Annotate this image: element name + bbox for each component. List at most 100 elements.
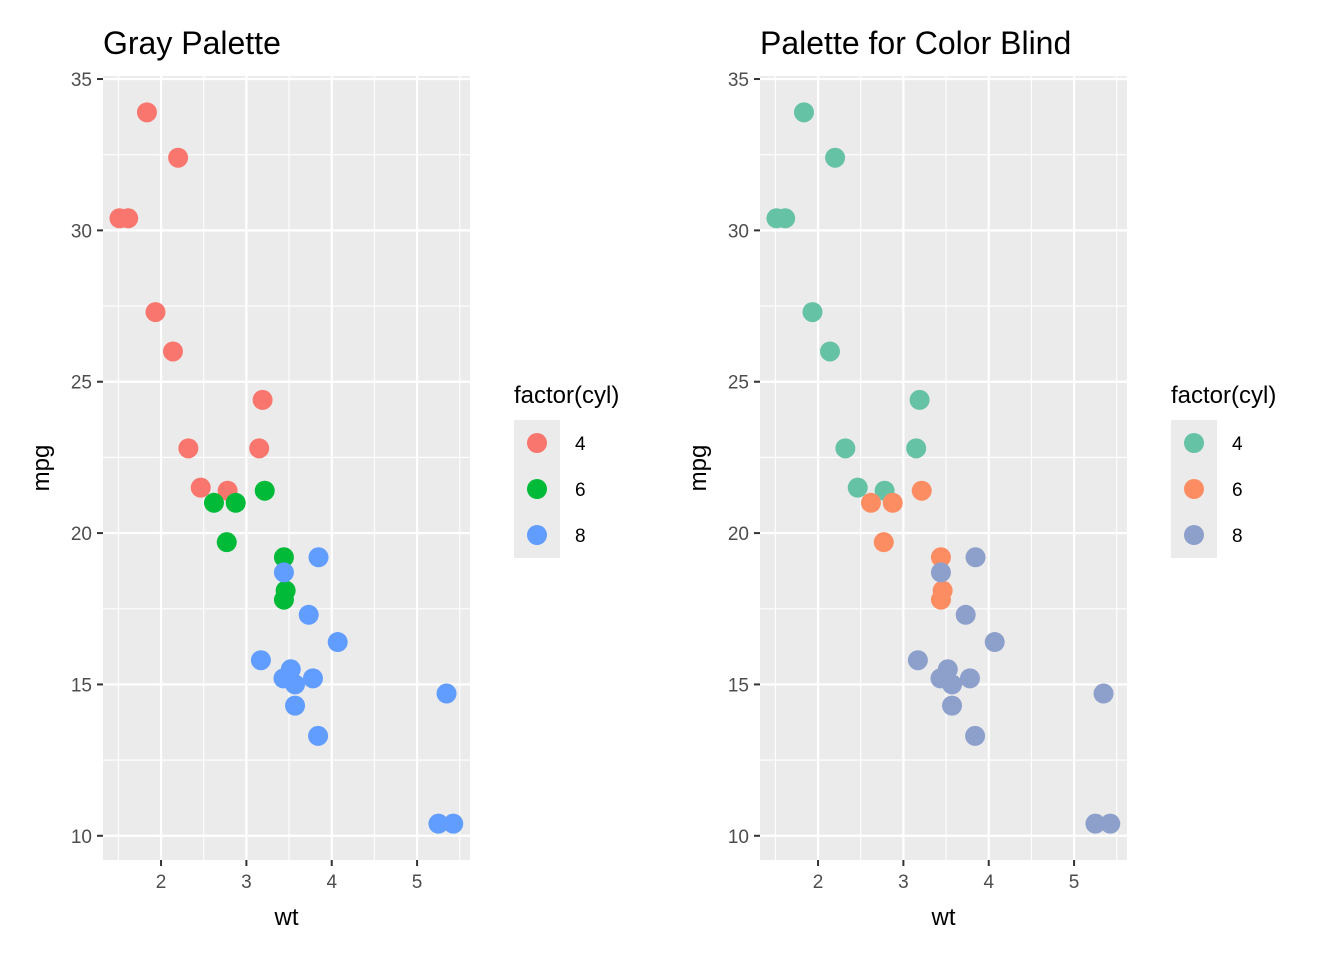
data-point bbox=[216, 532, 237, 553]
data-point bbox=[298, 604, 319, 625]
legend-title: factor(cyl) bbox=[1171, 382, 1276, 409]
series-6 bbox=[203, 480, 296, 610]
x-tick-label: 4 bbox=[326, 872, 337, 893]
data-point bbox=[285, 695, 306, 716]
legend-label: 4 bbox=[1232, 434, 1243, 455]
series-4 bbox=[109, 102, 273, 501]
data-point bbox=[911, 480, 932, 501]
y-tick-label: 25 bbox=[728, 373, 749, 394]
x-axis-label: wt bbox=[931, 904, 956, 931]
chart-panel-1: 10 15 20 25 30 35 2 3 4 5 Gray Palette wt mpg factor(… bbox=[28, 25, 619, 931]
data-point bbox=[873, 532, 894, 553]
data-point bbox=[930, 562, 951, 583]
data-point bbox=[793, 102, 814, 123]
legend-label: 8 bbox=[575, 526, 586, 547]
data-point bbox=[909, 389, 930, 410]
data-point bbox=[162, 341, 183, 362]
data-point bbox=[906, 438, 927, 459]
series-8 bbox=[907, 547, 1121, 834]
series-8 bbox=[250, 547, 464, 834]
legend-key-4 bbox=[1184, 433, 1204, 453]
data-point bbox=[955, 604, 976, 625]
data-point bbox=[766, 208, 787, 229]
data-point bbox=[907, 650, 928, 671]
data-point bbox=[965, 547, 986, 568]
y-axis-label: mpg bbox=[685, 445, 712, 492]
legend-label: 4 bbox=[575, 434, 586, 455]
data-point bbox=[145, 302, 166, 323]
y-tick-label: 10 bbox=[728, 827, 749, 848]
y-tick-label: 20 bbox=[728, 524, 749, 545]
legend-key-8 bbox=[527, 525, 547, 545]
legend-key-4 bbox=[527, 433, 547, 453]
data-point bbox=[942, 695, 963, 716]
y-tick-label: 30 bbox=[728, 221, 749, 242]
y-tick-label: 35 bbox=[728, 70, 749, 91]
legend-key-6 bbox=[527, 479, 547, 499]
data-point bbox=[302, 668, 323, 689]
data-point bbox=[825, 147, 846, 168]
data-point bbox=[959, 668, 980, 689]
data-point bbox=[250, 650, 271, 671]
data-point bbox=[109, 208, 130, 229]
data-point bbox=[930, 547, 951, 568]
y-tick-label: 25 bbox=[71, 373, 92, 394]
data-point bbox=[203, 492, 224, 513]
x-tick-label: 2 bbox=[156, 872, 167, 893]
x-axis-label: wt bbox=[274, 904, 299, 931]
data-point bbox=[802, 302, 823, 323]
data-point bbox=[965, 725, 986, 746]
data-point bbox=[273, 589, 294, 610]
data-point bbox=[835, 438, 856, 459]
data-point bbox=[882, 492, 903, 513]
data-point bbox=[428, 813, 449, 834]
data-point bbox=[190, 477, 211, 498]
data-point bbox=[1093, 683, 1114, 704]
data-point bbox=[819, 341, 840, 362]
legend-key-6 bbox=[1184, 479, 1204, 499]
y-tick-label: 10 bbox=[71, 827, 92, 848]
x-tick-label: 4 bbox=[983, 872, 994, 893]
data-point bbox=[254, 480, 275, 501]
data-point bbox=[308, 547, 329, 568]
y-tick-label: 15 bbox=[71, 675, 92, 696]
series-4 bbox=[766, 102, 930, 501]
x-tick-label: 5 bbox=[1069, 872, 1080, 893]
chart-title: Gray Palette bbox=[103, 25, 281, 61]
series-6 bbox=[860, 480, 953, 610]
y-tick-label: 35 bbox=[71, 70, 92, 91]
data-point bbox=[1085, 813, 1106, 834]
x-tick-label: 3 bbox=[241, 872, 252, 893]
data-point bbox=[860, 492, 881, 513]
data-point bbox=[327, 632, 348, 653]
data-point bbox=[847, 477, 868, 498]
x-tick-label: 3 bbox=[898, 872, 909, 893]
data-point bbox=[942, 674, 963, 695]
data-point bbox=[443, 813, 464, 834]
legend-label: 8 bbox=[1232, 526, 1243, 547]
data-point bbox=[249, 438, 270, 459]
legend-label: 6 bbox=[575, 480, 586, 501]
legend-key-8 bbox=[1184, 525, 1204, 545]
data-point bbox=[225, 492, 246, 513]
data-point bbox=[178, 438, 199, 459]
data-point bbox=[136, 102, 157, 123]
chart-panel-2: 10 15 20 25 30 35 2 3 4 5 Palette for Color Blind w… bbox=[685, 25, 1276, 931]
data-point bbox=[436, 683, 457, 704]
y-tick-label: 20 bbox=[71, 524, 92, 545]
data-point bbox=[252, 389, 273, 410]
data-point bbox=[285, 674, 306, 695]
data-point bbox=[273, 562, 294, 583]
data-point bbox=[984, 632, 1005, 653]
y-tick-label: 30 bbox=[71, 221, 92, 242]
data-point bbox=[168, 147, 189, 168]
chart-title: Palette for Color Blind bbox=[760, 25, 1071, 61]
y-axis-label: mpg bbox=[28, 445, 55, 492]
x-tick-label: 5 bbox=[412, 872, 423, 893]
legend-title: factor(cyl) bbox=[514, 382, 619, 409]
data-point bbox=[930, 589, 951, 610]
plot-background bbox=[103, 76, 470, 860]
y-tick-label: 15 bbox=[728, 675, 749, 696]
data-point bbox=[308, 725, 329, 746]
